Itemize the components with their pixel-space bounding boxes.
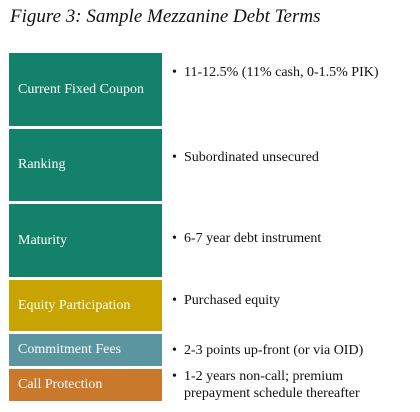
term-value-cell: • 11-12.5% (11% cash, 0-1.5% PIK) (162, 52, 419, 126)
term-label: Commitment Fees (9, 333, 162, 366)
term-value: 6-7 year debt instrument (184, 230, 322, 246)
term-value: 2-3 points up-front (or via OID) (184, 343, 364, 358)
bullet-icon: • (172, 65, 177, 80)
term-row-current-fixed-coupon: Current Fixed Coupon • 11-12.5% (11% cas… (9, 52, 419, 126)
term-row-commitment-fees: Commitment Fees • 2-3 points up-front (o… (9, 333, 419, 366)
term-row-ranking: Ranking • Subordinated unsecured (9, 128, 419, 201)
bullet-item: • 6-7 year debt instrument (172, 230, 321, 247)
bullet-item: • 2-3 points up-front (or via OID) (172, 342, 363, 359)
bullet-item: • 1-2 years non-call; premium prepayment… (172, 368, 412, 402)
bullet-icon: • (172, 343, 177, 358)
term-value-cell: • 2-3 points up-front (or via OID) (162, 333, 419, 366)
terms-table: Current Fixed Coupon • 11-12.5% (11% cas… (9, 52, 419, 404)
bullet-item: • Subordinated unsecured (172, 149, 319, 166)
term-label: Call Protection (9, 368, 162, 401)
term-label: Ranking (9, 128, 162, 201)
term-value-cell: • 1-2 years non-call; premium prepayment… (162, 368, 419, 402)
figure-title: Figure 3: Sample Mezzanine Debt Terms (10, 6, 321, 27)
bullet-icon: • (172, 292, 177, 308)
term-row-maturity: Maturity • 6-7 year debt instrument (9, 203, 419, 277)
term-label: Equity Participation (9, 279, 162, 331)
term-label: Current Fixed Coupon (9, 52, 162, 126)
term-value: Purchased equity (184, 292, 281, 308)
bullet-icon: • (172, 369, 177, 384)
term-value: 1-2 years non-call; premium prepayment s… (184, 369, 360, 401)
bullet-icon: • (172, 230, 177, 246)
bullet-icon: • (172, 150, 177, 165)
term-value-cell: • 6-7 year debt instrument (162, 203, 419, 277)
term-row-call-protection: Call Protection • 1-2 years non-call; pr… (9, 368, 419, 402)
term-value-cell: • Purchased equity (162, 279, 419, 331)
term-row-equity-participation: Equity Participation • Purchased equity (9, 279, 419, 331)
bullet-item: • 11-12.5% (11% cash, 0-1.5% PIK) (172, 64, 379, 81)
term-label: Maturity (9, 203, 162, 277)
bullet-item: • Purchased equity (172, 292, 280, 309)
term-value-cell: • Subordinated unsecured (162, 128, 419, 201)
term-value: 11-12.5% (11% cash, 0-1.5% PIK) (184, 65, 379, 80)
term-value: Subordinated unsecured (184, 150, 319, 165)
